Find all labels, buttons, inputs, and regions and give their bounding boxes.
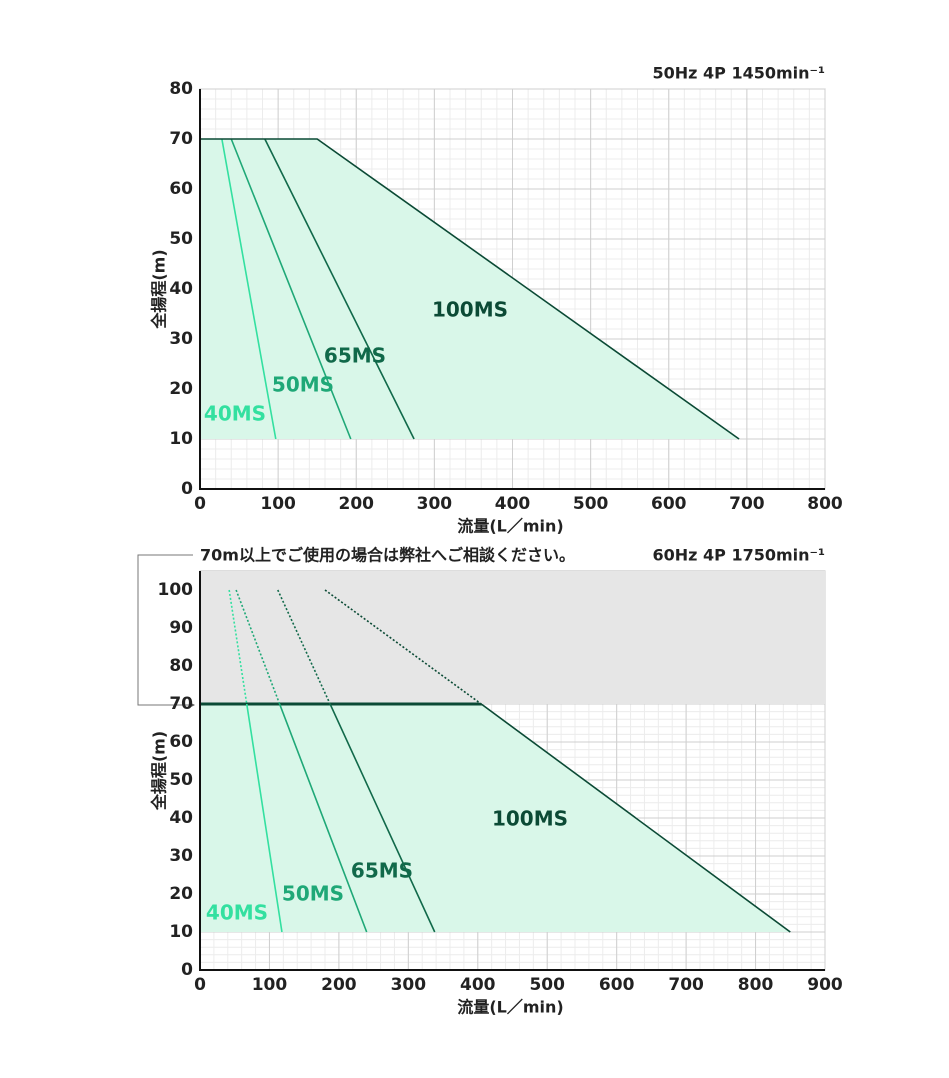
x-tick-label: 300 bbox=[391, 975, 427, 995]
chart-title: 50Hz 4P 1450min⁻¹ bbox=[653, 64, 826, 83]
y-axis-title: 全揚程(m) bbox=[150, 731, 169, 811]
x-tick-label: 400 bbox=[495, 494, 531, 514]
x-tick-label: 0 bbox=[194, 494, 206, 514]
x-tick-label: 700 bbox=[729, 494, 765, 514]
y-tick-label: 20 bbox=[169, 379, 193, 399]
y-tick-label: 30 bbox=[169, 329, 193, 349]
y-tick-label: 20 bbox=[169, 884, 193, 904]
y-tick-label: 70 bbox=[169, 694, 193, 714]
y-axis-title: 全揚程(m) bbox=[150, 249, 169, 329]
operating-area bbox=[200, 704, 791, 932]
chart-title: 60Hz 4P 1750min⁻¹ bbox=[653, 546, 826, 565]
y-tick-label: 10 bbox=[169, 429, 193, 449]
series-line bbox=[479, 704, 791, 933]
x-tick-label: 200 bbox=[339, 494, 375, 514]
x-tick-label: 0 bbox=[194, 975, 206, 995]
y-tick-label: 60 bbox=[169, 179, 193, 199]
series-label: 50MS bbox=[282, 882, 344, 906]
series-line bbox=[230, 138, 352, 440]
series-label: 100MS bbox=[492, 807, 568, 831]
series-label: 65MS bbox=[351, 859, 413, 883]
x-tick-label: 300 bbox=[417, 494, 453, 514]
y-tick-label: 0 bbox=[181, 960, 193, 980]
x-tick-label: 800 bbox=[807, 494, 843, 514]
series-line-dotted bbox=[324, 589, 483, 704]
y-tick-label: 60 bbox=[169, 732, 193, 752]
x-tick-label: 500 bbox=[573, 494, 609, 514]
y-tick-label: 50 bbox=[169, 770, 193, 790]
series-label: 65MS bbox=[324, 344, 386, 368]
x-tick-label: 100 bbox=[260, 494, 296, 514]
y-tick-label: 50 bbox=[169, 229, 193, 249]
x-axis-title: 流量(L／min) bbox=[457, 998, 563, 1017]
series-line-dotted bbox=[235, 589, 281, 704]
x-tick-label: 200 bbox=[321, 975, 357, 995]
y-tick-label: 40 bbox=[169, 279, 193, 299]
y-tick-label: 10 bbox=[169, 922, 193, 942]
y-tick-label: 70 bbox=[169, 129, 193, 149]
chart-note: 70m以上でご使用の場合は弊社へご相談ください。 bbox=[200, 546, 575, 565]
x-tick-label: 800 bbox=[738, 975, 774, 995]
x-tick-label: 100 bbox=[252, 975, 288, 995]
series-line bbox=[221, 138, 277, 440]
y-tick-label: 80 bbox=[169, 79, 193, 99]
x-tick-label: 400 bbox=[460, 975, 496, 995]
x-tick-label: 600 bbox=[651, 494, 687, 514]
series-label: 40MS bbox=[204, 402, 266, 426]
series-label: 50MS bbox=[272, 373, 334, 397]
x-tick-label: 600 bbox=[599, 975, 635, 995]
series-line bbox=[264, 138, 415, 440]
series-label: 40MS bbox=[206, 901, 268, 925]
operating-area bbox=[200, 139, 740, 439]
series-line bbox=[245, 704, 283, 933]
y-tick-label: 40 bbox=[169, 808, 193, 828]
x-tick-label: 900 bbox=[807, 975, 843, 995]
y-tick-label: 90 bbox=[169, 618, 193, 638]
y-tick-label: 100 bbox=[158, 580, 194, 600]
series-line bbox=[200, 138, 740, 440]
y-tick-label: 30 bbox=[169, 846, 193, 866]
x-tick-label: 500 bbox=[529, 975, 565, 995]
caution-zone bbox=[200, 571, 825, 704]
series-line bbox=[329, 704, 436, 933]
series-label: 100MS bbox=[432, 298, 508, 322]
note-bracket bbox=[137, 554, 195, 708]
x-axis-title: 流量(L／min) bbox=[457, 517, 563, 536]
x-tick-label: 700 bbox=[668, 975, 704, 995]
y-tick-label: 0 bbox=[181, 479, 193, 499]
series-line bbox=[278, 704, 368, 933]
series-line-dotted bbox=[228, 589, 248, 704]
y-tick-label: 80 bbox=[169, 656, 193, 676]
